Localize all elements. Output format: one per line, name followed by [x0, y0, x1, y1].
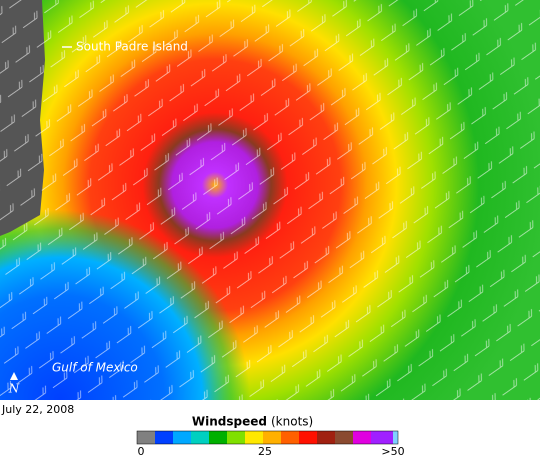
wind-barbs [0, 0, 540, 400]
north-label: N [8, 382, 20, 396]
north-arrow [10, 372, 18, 380]
place-label: Gulf of Mexico [52, 361, 138, 375]
legend-tick-label: 25 [258, 445, 272, 458]
legend-title: Windspeed [192, 415, 267, 429]
legend-tick-label: 0 [138, 445, 145, 458]
place-label: South Padre Island [76, 40, 188, 54]
date-caption: July 22, 2008 [1, 403, 74, 416]
legend-unit: (knots) [271, 415, 313, 429]
color-bar [136, 430, 399, 445]
legend-tick-label: >50 [381, 445, 404, 458]
